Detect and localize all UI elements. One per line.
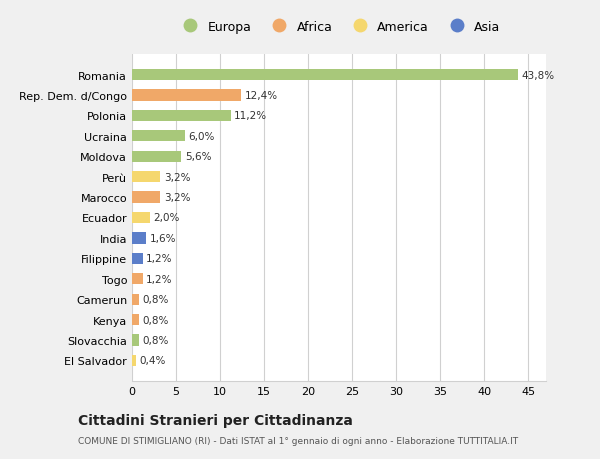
Bar — [132, 192, 160, 203]
Text: 1,2%: 1,2% — [146, 254, 173, 264]
Bar — [132, 213, 149, 224]
Bar — [132, 111, 230, 122]
Bar — [132, 70, 518, 81]
Bar — [132, 335, 139, 346]
Text: 2,0%: 2,0% — [153, 213, 179, 223]
Bar — [132, 233, 146, 244]
Text: 3,2%: 3,2% — [164, 172, 190, 182]
Legend: Europa, Africa, America, Asia: Europa, Africa, America, Asia — [173, 16, 505, 39]
Text: COMUNE DI STIMIGLIANO (RI) - Dati ISTAT al 1° gennaio di ogni anno - Elaborazion: COMUNE DI STIMIGLIANO (RI) - Dati ISTAT … — [78, 436, 518, 445]
Bar — [132, 274, 143, 285]
Text: 11,2%: 11,2% — [234, 111, 268, 121]
Text: 5,6%: 5,6% — [185, 152, 211, 162]
Text: 1,2%: 1,2% — [146, 274, 173, 284]
Bar — [132, 253, 143, 264]
Text: 3,2%: 3,2% — [164, 193, 190, 203]
Bar — [132, 90, 241, 101]
Bar — [132, 294, 139, 305]
Bar — [132, 131, 185, 142]
Bar — [132, 151, 181, 162]
Text: 1,6%: 1,6% — [149, 233, 176, 243]
Text: 0,8%: 0,8% — [143, 295, 169, 304]
Text: 0,8%: 0,8% — [143, 335, 169, 345]
Text: 6,0%: 6,0% — [188, 132, 215, 141]
Bar — [132, 355, 136, 366]
Bar — [132, 314, 139, 325]
Text: 12,4%: 12,4% — [245, 91, 278, 101]
Text: 0,8%: 0,8% — [143, 315, 169, 325]
Text: Cittadini Stranieri per Cittadinanza: Cittadini Stranieri per Cittadinanza — [78, 414, 353, 428]
Text: 43,8%: 43,8% — [521, 71, 554, 80]
Bar — [132, 172, 160, 183]
Text: 0,4%: 0,4% — [139, 356, 166, 365]
